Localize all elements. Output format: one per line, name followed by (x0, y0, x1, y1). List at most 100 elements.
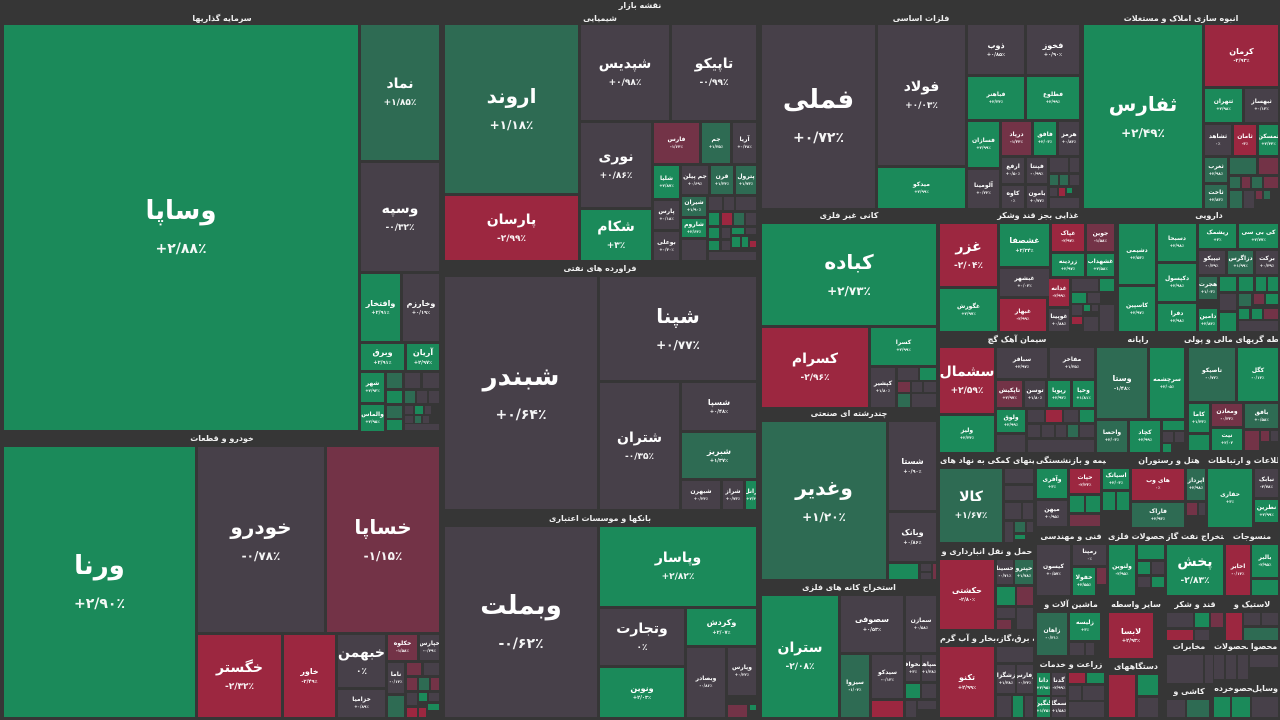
minor-tile[interactable] (722, 228, 730, 238)
minor-tile[interactable] (1252, 697, 1278, 717)
stock-tile[interactable]: شبندر +۰/۶۴٪ (445, 277, 597, 509)
stock-tile[interactable]: وستا -۱/۴۸٪ (1097, 348, 1147, 418)
stock-tile[interactable]: حکشتی -۲/۸۰٪ (940, 560, 994, 629)
stock-tile[interactable]: کسرام -۲/۹۶٪ (762, 328, 868, 407)
minor-tile[interactable] (1005, 522, 1013, 542)
minor-tile[interactable] (388, 696, 404, 717)
minor-tile[interactable] (1230, 158, 1256, 174)
minor-tile[interactable] (405, 406, 413, 414)
stock-tile[interactable]: لابسا +۲/۹۳٪ (1109, 613, 1153, 658)
minor-tile[interactable] (1064, 410, 1078, 422)
minor-tile[interactable] (1226, 655, 1236, 679)
minor-tile[interactable] (1060, 175, 1068, 185)
stock-tile[interactable]: وبرق +۲/۹۱٪ (361, 344, 404, 370)
minor-tile[interactable] (1088, 293, 1100, 303)
minor-tile[interactable] (898, 382, 910, 392)
stock-tile[interactable]: قرن +۱/۳۴٪ (711, 166, 733, 194)
stock-tile[interactable]: نبابک -۲/۷۸٪ (1255, 469, 1278, 497)
stock-tile[interactable]: ثفارس +۲/۴۹٪ (1084, 25, 1202, 208)
stock-tile[interactable]: فاراک +۲/۹۳٪ (1132, 503, 1184, 527)
stock-tile[interactable]: سمگا +۱/۵۸٪ (1052, 697, 1066, 717)
stock-tile[interactable] (1109, 675, 1135, 717)
stock-tile[interactable]: کاما +۱/۴۳٪ (1189, 404, 1209, 432)
stock-tile[interactable]: وبانک +۰/۸۶٪ (889, 513, 936, 561)
stock-tile[interactable]: کچاد +۲/۹۹٪ (1130, 421, 1160, 452)
stock-tile[interactable]: فخوز +۰/۹۰٪ (1027, 25, 1079, 74)
minor-tile[interactable] (415, 416, 421, 423)
stock-tile[interactable]: غپاک -۲/۹۷٪ (1052, 224, 1084, 251)
minor-tile[interactable] (405, 424, 439, 430)
minor-tile[interactable] (419, 693, 427, 701)
minor-tile[interactable] (746, 228, 756, 234)
stock-tile[interactable]: هجرت +۱/۰۳٪ (1199, 277, 1217, 299)
stock-tile[interactable]: دامین +۲/۸۴٪ (1199, 309, 1217, 331)
minor-tile[interactable] (889, 564, 918, 579)
stock-tile[interactable]: سشمال +۲/۵۹٪ (940, 348, 994, 413)
minor-tile[interactable] (407, 708, 417, 717)
stock-tile[interactable]: برکت +۰/۳۹٪ (1256, 251, 1278, 274)
stock-tile[interactable]: وکردش +۲/۰۷٪ (687, 609, 756, 645)
minor-tile[interactable] (1072, 317, 1082, 324)
stock-tile[interactable]: بوعلی +۰/۳۰٪ (654, 232, 679, 260)
minor-tile[interactable] (417, 391, 427, 403)
stock-tile[interactable]: خودرو -۰/۷۸٪ (198, 447, 324, 632)
minor-tile[interactable] (1138, 562, 1150, 574)
minor-tile[interactable] (724, 197, 734, 210)
minor-tile[interactable] (1050, 188, 1057, 196)
minor-tile[interactable] (1013, 696, 1023, 717)
minor-tile[interactable] (1025, 696, 1033, 717)
minor-tile[interactable] (407, 693, 417, 705)
minor-tile[interactable] (1080, 410, 1094, 422)
stock-tile[interactable]: دانا+۲/۹۵٪ (1037, 673, 1050, 695)
minor-tile[interactable] (387, 420, 402, 430)
stock-tile[interactable]: اسیاتک +۲/۰۳٪ (1103, 469, 1129, 489)
minor-tile[interactable] (997, 647, 1033, 662)
stock-tile[interactable]: کالا +۱/۶۷٪ (940, 469, 1002, 542)
minor-tile[interactable] (918, 701, 936, 709)
stock-tile[interactable]: تکنو +۲/۹۹٪ (940, 647, 994, 717)
minor-tile[interactable] (1086, 643, 1094, 655)
minor-tile[interactable] (912, 394, 936, 407)
minor-tile[interactable] (1023, 503, 1033, 519)
stock-tile[interactable]: سیدکو -۰/۱۳٪ (872, 655, 903, 698)
minor-tile[interactable] (1205, 655, 1213, 683)
minor-tile[interactable] (1163, 421, 1184, 430)
stock-tile[interactable]: شپدیس +۰/۹۸٪ (581, 25, 669, 120)
minor-tile[interactable] (1072, 305, 1082, 315)
stock-tile[interactable] (1167, 655, 1203, 683)
stock-tile[interactable]: بالبر -۲/۹۵٪ (1252, 545, 1278, 577)
stock-tile[interactable]: غزر -۲/۰۴٪ (940, 224, 997, 286)
stock-tile[interactable]: شبهرن +۰/۲۴٪ (682, 481, 720, 509)
minor-tile[interactable] (997, 696, 1011, 717)
minor-tile[interactable] (1175, 432, 1184, 442)
minor-tile[interactable] (1072, 279, 1098, 291)
stock-tile[interactable]: ولیز +۲/۳۴٪ (940, 416, 994, 452)
minor-tile[interactable] (722, 241, 730, 250)
stock-tile[interactable]: ریشمک +۳٪ (1199, 224, 1236, 248)
stock-tile[interactable]: زاهان -۰/۳۱٪ (1037, 613, 1067, 655)
stock-tile[interactable]: خپارس -۰/۴۹٪ (420, 635, 439, 660)
stock-tile[interactable]: زردینه +۲/۹۷٪ (1052, 254, 1084, 276)
minor-tile[interactable] (997, 608, 1015, 618)
stock-tile[interactable]: سرچشمه +۲/۰۵٪ (1150, 348, 1184, 418)
minor-tile[interactable] (1069, 673, 1085, 683)
stock-tile[interactable]: نیت +۲/۰۲ (1212, 429, 1242, 450)
minor-tile[interactable] (1086, 496, 1100, 512)
minor-tile[interactable] (424, 663, 439, 675)
stock-tile[interactable]: وآفری +۳٪ (1037, 469, 1067, 498)
minor-tile[interactable] (1254, 294, 1264, 304)
stock-tile[interactable]: دفرا +۲/۹۸٪ (1158, 304, 1196, 331)
stock-tile[interactable]: غبهار -۲/۹۹٪ (1000, 299, 1046, 331)
stock-tile[interactable]: میهن +۰/۹۵٪ (1037, 501, 1067, 526)
minor-tile[interactable] (709, 252, 756, 260)
minor-tile[interactable] (1256, 277, 1266, 291)
minor-tile[interactable] (1084, 305, 1090, 311)
minor-tile[interactable] (898, 394, 910, 407)
stock-tile[interactable]: دزاگرس +۱/۹۹٪ (1228, 251, 1253, 274)
minor-tile[interactable] (709, 213, 719, 225)
stock-tile[interactable]: هرمز +۰/۸۴٪ (1059, 122, 1079, 155)
minor-tile[interactable] (1067, 188, 1072, 193)
stock-tile[interactable]: بافق +۰/۵۸٪ (1245, 404, 1278, 428)
minor-tile[interactable] (1152, 577, 1164, 587)
minor-tile[interactable] (1187, 503, 1197, 515)
